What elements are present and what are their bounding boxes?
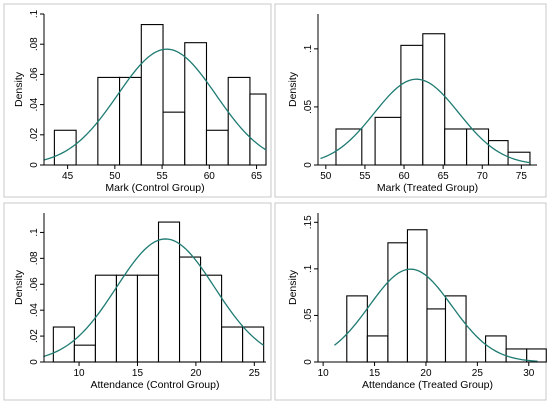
y-tick-label: .02 <box>29 127 40 141</box>
y-tick-label: .1 <box>303 264 314 273</box>
x-tick-label: 20 <box>420 368 432 379</box>
histogram-bar <box>485 335 507 363</box>
x-tick-label: 45 <box>62 171 74 182</box>
histogram-bar <box>366 335 389 363</box>
normal-density-curve <box>320 78 531 164</box>
x-tick-label: 60 <box>398 171 410 182</box>
x-axis-title: Mark (Treated Group) <box>377 182 478 194</box>
histogram-bar <box>140 24 164 166</box>
normal-density-curve <box>43 238 265 358</box>
y-tick-label: .15 <box>303 215 314 229</box>
y-tick-label: .1 <box>29 228 40 237</box>
x-tick-label: 55 <box>157 171 169 182</box>
y-tick-label: 0 <box>29 359 40 365</box>
histogram-bar <box>53 129 77 166</box>
y-tick-label: .06 <box>29 277 40 291</box>
y-tick-label: 0 <box>29 162 40 168</box>
y-tick-label: 0 <box>303 162 314 168</box>
x-tick-label: 15 <box>369 368 381 379</box>
histogram-bar <box>184 42 208 166</box>
y-tick-label: 0 <box>303 359 314 365</box>
x-tick-label: 65 <box>438 171 450 182</box>
y-tick-label: .08 <box>29 37 40 51</box>
x-tick-label: 65 <box>251 171 263 182</box>
x-tick-label: 50 <box>320 171 332 182</box>
histogram-bar <box>227 76 251 166</box>
y-tick-label: .1 <box>303 44 314 53</box>
y-tick-label: .05 <box>303 100 314 114</box>
histogram-bar <box>346 295 368 363</box>
histogram-bar <box>444 128 468 166</box>
x-tick-label: 20 <box>190 368 202 379</box>
x-tick-label: 25 <box>249 368 261 379</box>
y-tick-label: .02 <box>29 329 40 343</box>
y-axis-title: Density <box>287 71 299 107</box>
histogram-bar <box>242 326 265 363</box>
histogram-bar <box>406 229 428 363</box>
x-tick-label: 50 <box>109 171 121 182</box>
histogram-bar <box>178 256 202 363</box>
x-tick-label: 10 <box>73 368 85 379</box>
histogram-bar <box>115 274 139 363</box>
histogram-bar <box>487 140 509 166</box>
histogram-bar <box>205 129 229 166</box>
histogram-bar <box>97 76 121 166</box>
y-axis-title: Density <box>287 269 299 305</box>
histogram-bar <box>444 295 467 363</box>
histogram-bar <box>162 111 186 166</box>
x-axis-title: Attendance (Control Group) <box>91 379 220 391</box>
histogram-bar <box>119 76 142 166</box>
histogram-bar <box>249 93 267 166</box>
histogram-bar <box>200 274 223 363</box>
x-tick-label: 60 <box>204 171 216 182</box>
x-tick-label: 75 <box>516 171 528 182</box>
y-tick-label: .06 <box>29 67 40 81</box>
x-tick-label: 25 <box>472 368 484 379</box>
histogram-bar <box>422 33 446 166</box>
histogram-bar <box>387 242 409 363</box>
y-axis-title: Density <box>13 71 25 107</box>
x-tick-label: 15 <box>132 368 144 379</box>
histogram-bar <box>73 344 96 363</box>
x-tick-label: 55 <box>359 171 371 182</box>
x-axis-title: Attendance (Treated Group) <box>362 379 493 391</box>
histogram-bar <box>136 274 160 363</box>
x-tick-label: 30 <box>523 368 535 379</box>
y-tick-label: .04 <box>29 303 40 317</box>
y-tick-label: .05 <box>303 308 314 322</box>
x-axis-title: Mark (Control Group) <box>105 182 204 194</box>
normal-density-curve <box>334 268 538 362</box>
panel-attendance-control: 10 15 20 25 0 .02 .04 .06 .08 .1 Attendance (Contr… <box>3 202 272 401</box>
y-tick-label: .1 <box>29 9 40 18</box>
y-tick-label: .04 <box>29 97 40 111</box>
normal-density-curve <box>43 48 267 161</box>
x-tick-label: 70 <box>477 171 489 182</box>
y-tick-label: .08 <box>29 251 40 265</box>
y-axis-title: Density <box>13 269 25 305</box>
x-tick-label: 10 <box>318 368 330 379</box>
histogram-bar <box>94 274 117 363</box>
panel-attendance-treated: 10 15 20 25 30 0 .05 .1 .15 Attendance (Treated G… <box>274 202 547 401</box>
histogram-bar <box>426 308 447 363</box>
histogram-bar <box>221 326 244 363</box>
histogram-bar <box>335 128 363 166</box>
panel-mark-control: 45 50 55 60 65 0 .02 .04 .06 .08 .1 Mark (Control G… <box>3 3 272 198</box>
histogram-bar <box>374 116 402 166</box>
panel-mark-treated: 50 55 60 65 70 75 0 .05 .1 Mark (Treated Group) De… <box>274 3 547 198</box>
histogram-bar <box>157 221 181 363</box>
histogram-bar <box>400 44 424 166</box>
histogram-bar <box>52 326 75 363</box>
